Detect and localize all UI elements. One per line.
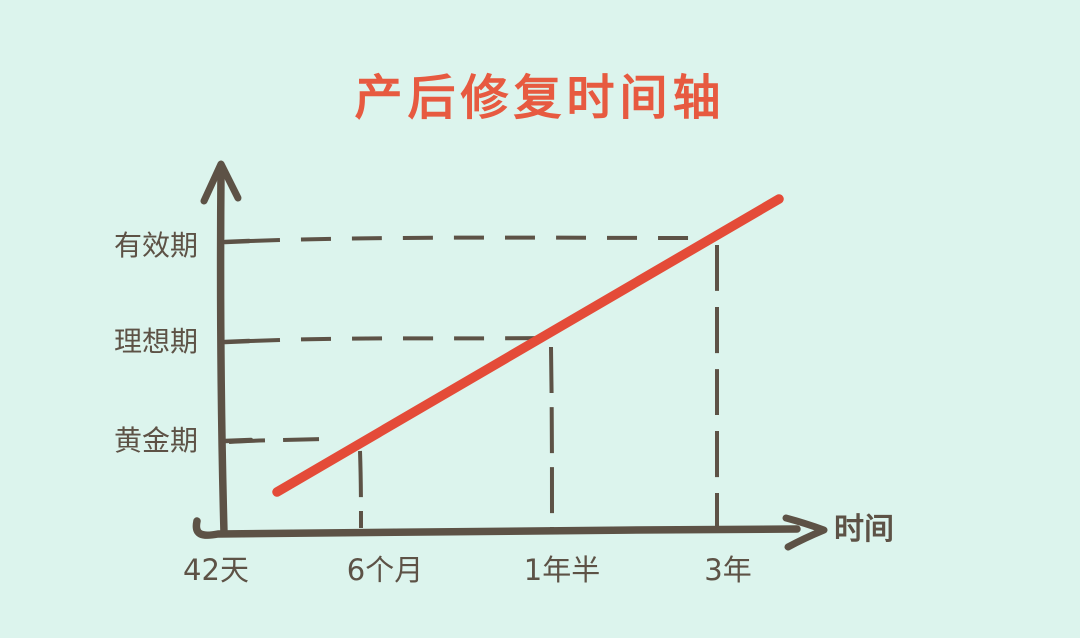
- guide-h-effective-period: [249, 235, 702, 243]
- y-tick-effective-period: [222, 238, 252, 245]
- x-label-1-5-years: 1年半: [523, 553, 601, 587]
- x-axis-arrowhead-icon: [782, 514, 828, 551]
- guide-h-ideal-period: [249, 336, 547, 343]
- y-axis-arrowhead-icon: [200, 160, 242, 205]
- y-label-effective-period: 有效期: [113, 229, 198, 262]
- y-label-ideal-period: 理想期: [113, 325, 198, 358]
- y-tick-ideal-period: [222, 338, 252, 345]
- x-label-6-months: 6个月: [346, 553, 424, 587]
- x-axis-line: [192, 517, 801, 539]
- trend-line: [272, 194, 784, 497]
- y-tick-golden-period: [222, 437, 254, 444]
- y-axis-line: [216, 166, 228, 537]
- x-label-42-days: 42天: [183, 553, 249, 587]
- guide-v-6-months: [358, 450, 363, 529]
- x-axis-title: 时间: [834, 512, 894, 547]
- chart-title: 产后修复时间轴: [354, 70, 726, 126]
- y-label-golden-period: 黄金期: [113, 424, 198, 457]
- guide-v-1-5-years: [549, 346, 554, 529]
- x-label-3-years: 3年: [704, 553, 752, 587]
